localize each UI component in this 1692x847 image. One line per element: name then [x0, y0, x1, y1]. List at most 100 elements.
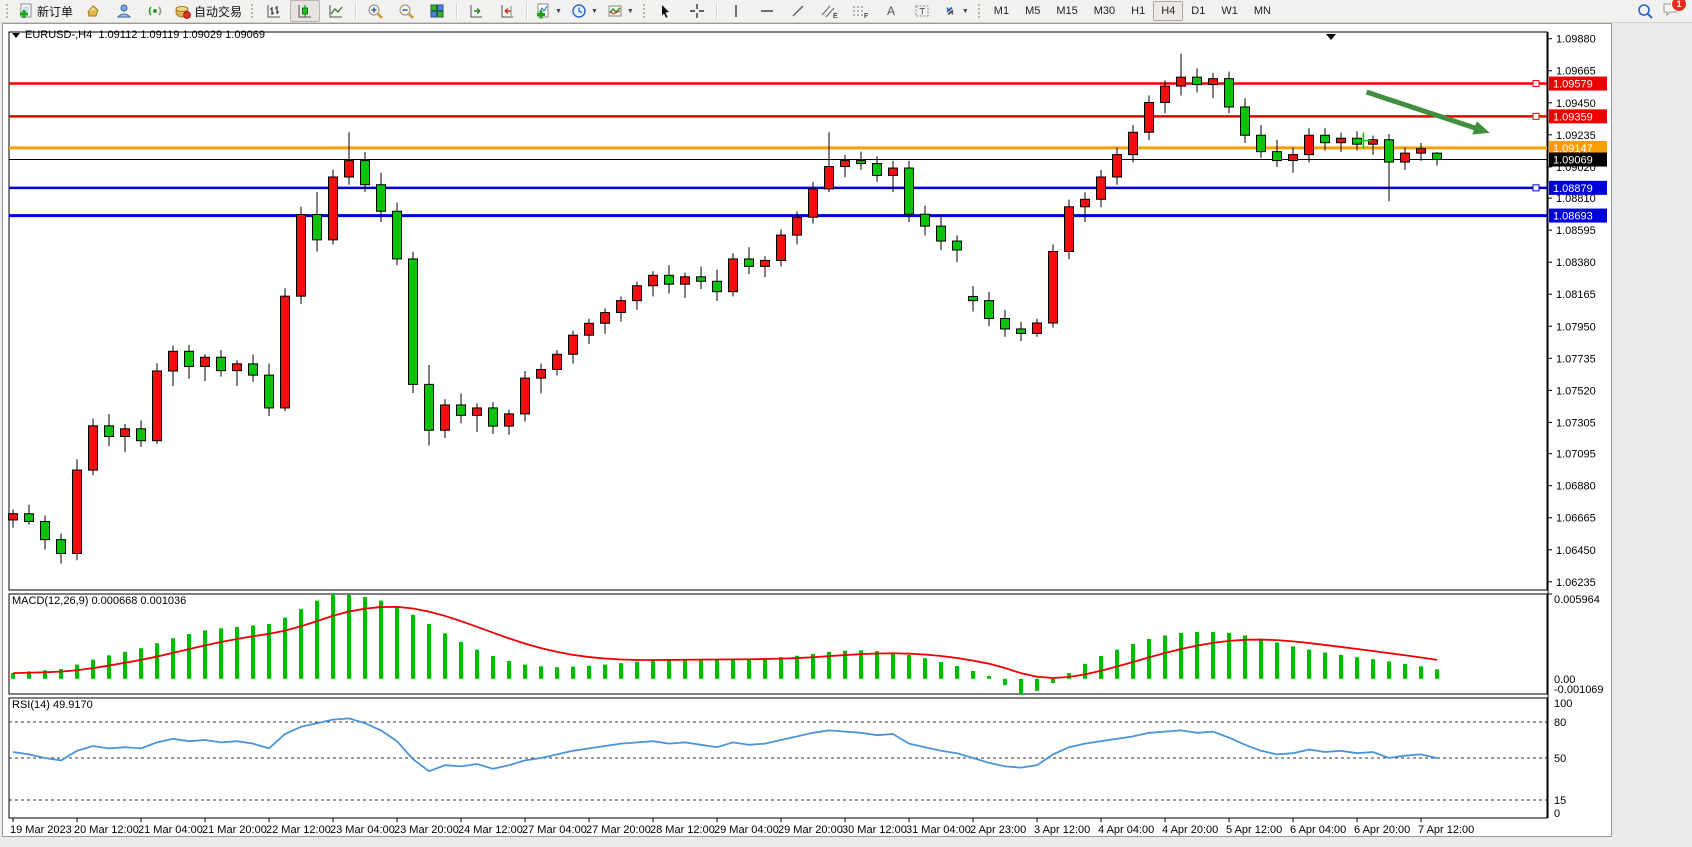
zoom-in-button[interactable]	[360, 0, 390, 22]
templates-button[interactable]: ▼	[603, 0, 638, 22]
svg-text:100: 100	[1554, 698, 1572, 710]
templates-icon	[608, 5, 622, 17]
chart-canvas[interactable]: 1.098801.096651.094501.092351.090201.088…	[3, 24, 1611, 836]
timeframe-group: M1 M5 M15 M30 H1 H4 D1 W1 MN	[986, 1, 1279, 21]
toolbar-drag-handle[interactable]	[976, 3, 982, 19]
auto-trading-button[interactable]: 自动交易	[171, 0, 246, 22]
dropdown-caret-icon: ▼	[590, 7, 598, 15]
text-label-icon: T	[915, 5, 929, 17]
chart-menu-icon[interactable]	[12, 32, 20, 38]
svg-text:27 Mar 20:00: 27 Mar 20:00	[586, 824, 651, 836]
new-order-icon	[20, 3, 32, 18]
arrows-button[interactable]: ▼	[938, 0, 973, 22]
vertical-line-icon	[735, 5, 737, 17]
text-button[interactable]: A	[876, 0, 906, 22]
svg-text:1.09579: 1.09579	[1553, 79, 1593, 91]
svg-text:4 Apr 04:00: 4 Apr 04:00	[1098, 824, 1154, 836]
search-icon[interactable]	[1637, 3, 1654, 20]
svg-text:A: A	[887, 4, 895, 18]
crosshair-button[interactable]	[682, 0, 712, 22]
chart-title: EURUSD-,H4 1.09112 1.09119 1.09029 1.090…	[12, 29, 265, 41]
svg-text:1.08879: 1.08879	[1553, 183, 1593, 195]
svg-text:5 Apr 12:00: 5 Apr 12:00	[1226, 824, 1282, 836]
timeframe-M30[interactable]: M30	[1093, 5, 1116, 17]
dropdown-caret-icon: ▼	[555, 7, 562, 15]
candlestick-chart-icon	[298, 5, 312, 18]
svg-text:23 Mar 04:00: 23 Mar 04:00	[330, 824, 395, 836]
toolbar-separator	[715, 2, 717, 20]
svg-text:80: 80	[1554, 717, 1566, 729]
charts-button[interactable]	[78, 0, 108, 22]
zoom-out-button[interactable]	[391, 0, 421, 22]
svg-text:1.08595: 1.08595	[1556, 225, 1596, 237]
svg-text:1.09147: 1.09147	[1553, 143, 1593, 155]
auto-trading-label: 自动交易	[194, 4, 243, 19]
svg-text:29 Mar 04:00: 29 Mar 04:00	[714, 824, 779, 836]
horizontal-line-icon	[760, 10, 773, 12]
svg-text:50: 50	[1554, 753, 1566, 765]
svg-text:1.07950: 1.07950	[1556, 321, 1596, 333]
indicators-button[interactable]: ▼	[531, 0, 566, 22]
svg-text:1.06450: 1.06450	[1556, 545, 1596, 557]
timeframe-W1[interactable]: W1	[1221, 5, 1238, 17]
tile-windows-button[interactable]	[422, 0, 452, 22]
timeframe-H1[interactable]: H1	[1131, 5, 1146, 17]
svg-text:1.07735: 1.07735	[1556, 353, 1596, 365]
signals-button[interactable]	[140, 0, 170, 22]
timeframe-MN[interactable]: MN	[1253, 5, 1271, 17]
svg-text:1.09235: 1.09235	[1556, 130, 1596, 142]
toolbar-separator	[355, 2, 357, 20]
profile-icon	[116, 4, 132, 18]
chart-shift-button[interactable]	[492, 0, 522, 22]
trendline-button[interactable]	[783, 0, 813, 22]
timeframe-M1[interactable]: M1	[993, 5, 1010, 17]
svg-text:F: F	[864, 13, 868, 19]
svg-text:19 Mar 2023: 19 Mar 2023	[10, 824, 72, 836]
svg-text:31 Mar 04:00: 31 Mar 04:00	[906, 824, 971, 836]
gold-chart-icon	[87, 5, 99, 17]
bar-chart-button[interactable]	[259, 0, 289, 22]
line-chart-button[interactable]	[321, 0, 351, 22]
auto-scroll-button[interactable]	[461, 0, 491, 22]
profile-button[interactable]	[109, 0, 139, 22]
svg-text:4 Apr 20:00: 4 Apr 20:00	[1162, 824, 1218, 836]
equidistant-channel-button[interactable]: E	[814, 0, 844, 22]
horizontal-line-button[interactable]	[752, 0, 782, 22]
svg-text:1.09359: 1.09359	[1553, 111, 1593, 123]
toolbar-drag-handle[interactable]	[641, 3, 647, 19]
svg-text:22 Mar 12:00: 22 Mar 12:00	[266, 824, 331, 836]
new-order-button[interactable]: 新订单	[14, 0, 77, 22]
rsi-indicator-label: RSI(14) 49.9170	[12, 699, 93, 711]
notifications-button[interactable]: 1	[1662, 0, 1687, 22]
toolbar-drag-handle[interactable]	[5, 3, 10, 19]
notification-badge: 1	[1671, 0, 1687, 12]
svg-text:1.09450: 1.09450	[1556, 98, 1596, 110]
timeframe-M15[interactable]: M15	[1056, 5, 1078, 17]
fibonacci-button[interactable]: F	[845, 0, 875, 22]
crosshair-icon	[689, 4, 704, 18]
dropdown-caret-icon: ▼	[961, 7, 969, 15]
arrows-icon	[946, 6, 953, 16]
periods-button[interactable]: ▼	[567, 0, 602, 22]
toolbar-separator	[526, 2, 528, 20]
chart-symbol-period: EURUSD-,H4	[25, 29, 93, 41]
toolbar-drag-handle[interactable]	[250, 3, 256, 19]
svg-text:T: T	[919, 7, 925, 17]
timeframe-D1[interactable]: D1	[1191, 5, 1206, 17]
svg-text:1.06880: 1.06880	[1556, 481, 1596, 493]
cursor-button[interactable]	[651, 0, 681, 22]
candlestick-chart-button[interactable]	[290, 0, 321, 22]
svg-text:28 Mar 12:00: 28 Mar 12:00	[650, 824, 715, 836]
indicators-icon	[537, 3, 549, 19]
line-chart-icon	[329, 5, 343, 18]
svg-text:1.09665: 1.09665	[1556, 66, 1596, 78]
svg-text:1.07305: 1.07305	[1556, 417, 1596, 429]
timeframe-H4[interactable]: H4	[1153, 1, 1184, 21]
text-label-button[interactable]: T	[907, 0, 937, 22]
chart-ohlc-values: 1.09112 1.09119 1.09029 1.09069	[98, 29, 265, 41]
timeframe-M5[interactable]: M5	[1025, 5, 1041, 17]
svg-text:1.08380: 1.08380	[1556, 257, 1596, 269]
toolbar-separator	[456, 2, 458, 20]
vertical-line-button[interactable]	[721, 0, 751, 22]
signal-icon	[148, 6, 162, 16]
